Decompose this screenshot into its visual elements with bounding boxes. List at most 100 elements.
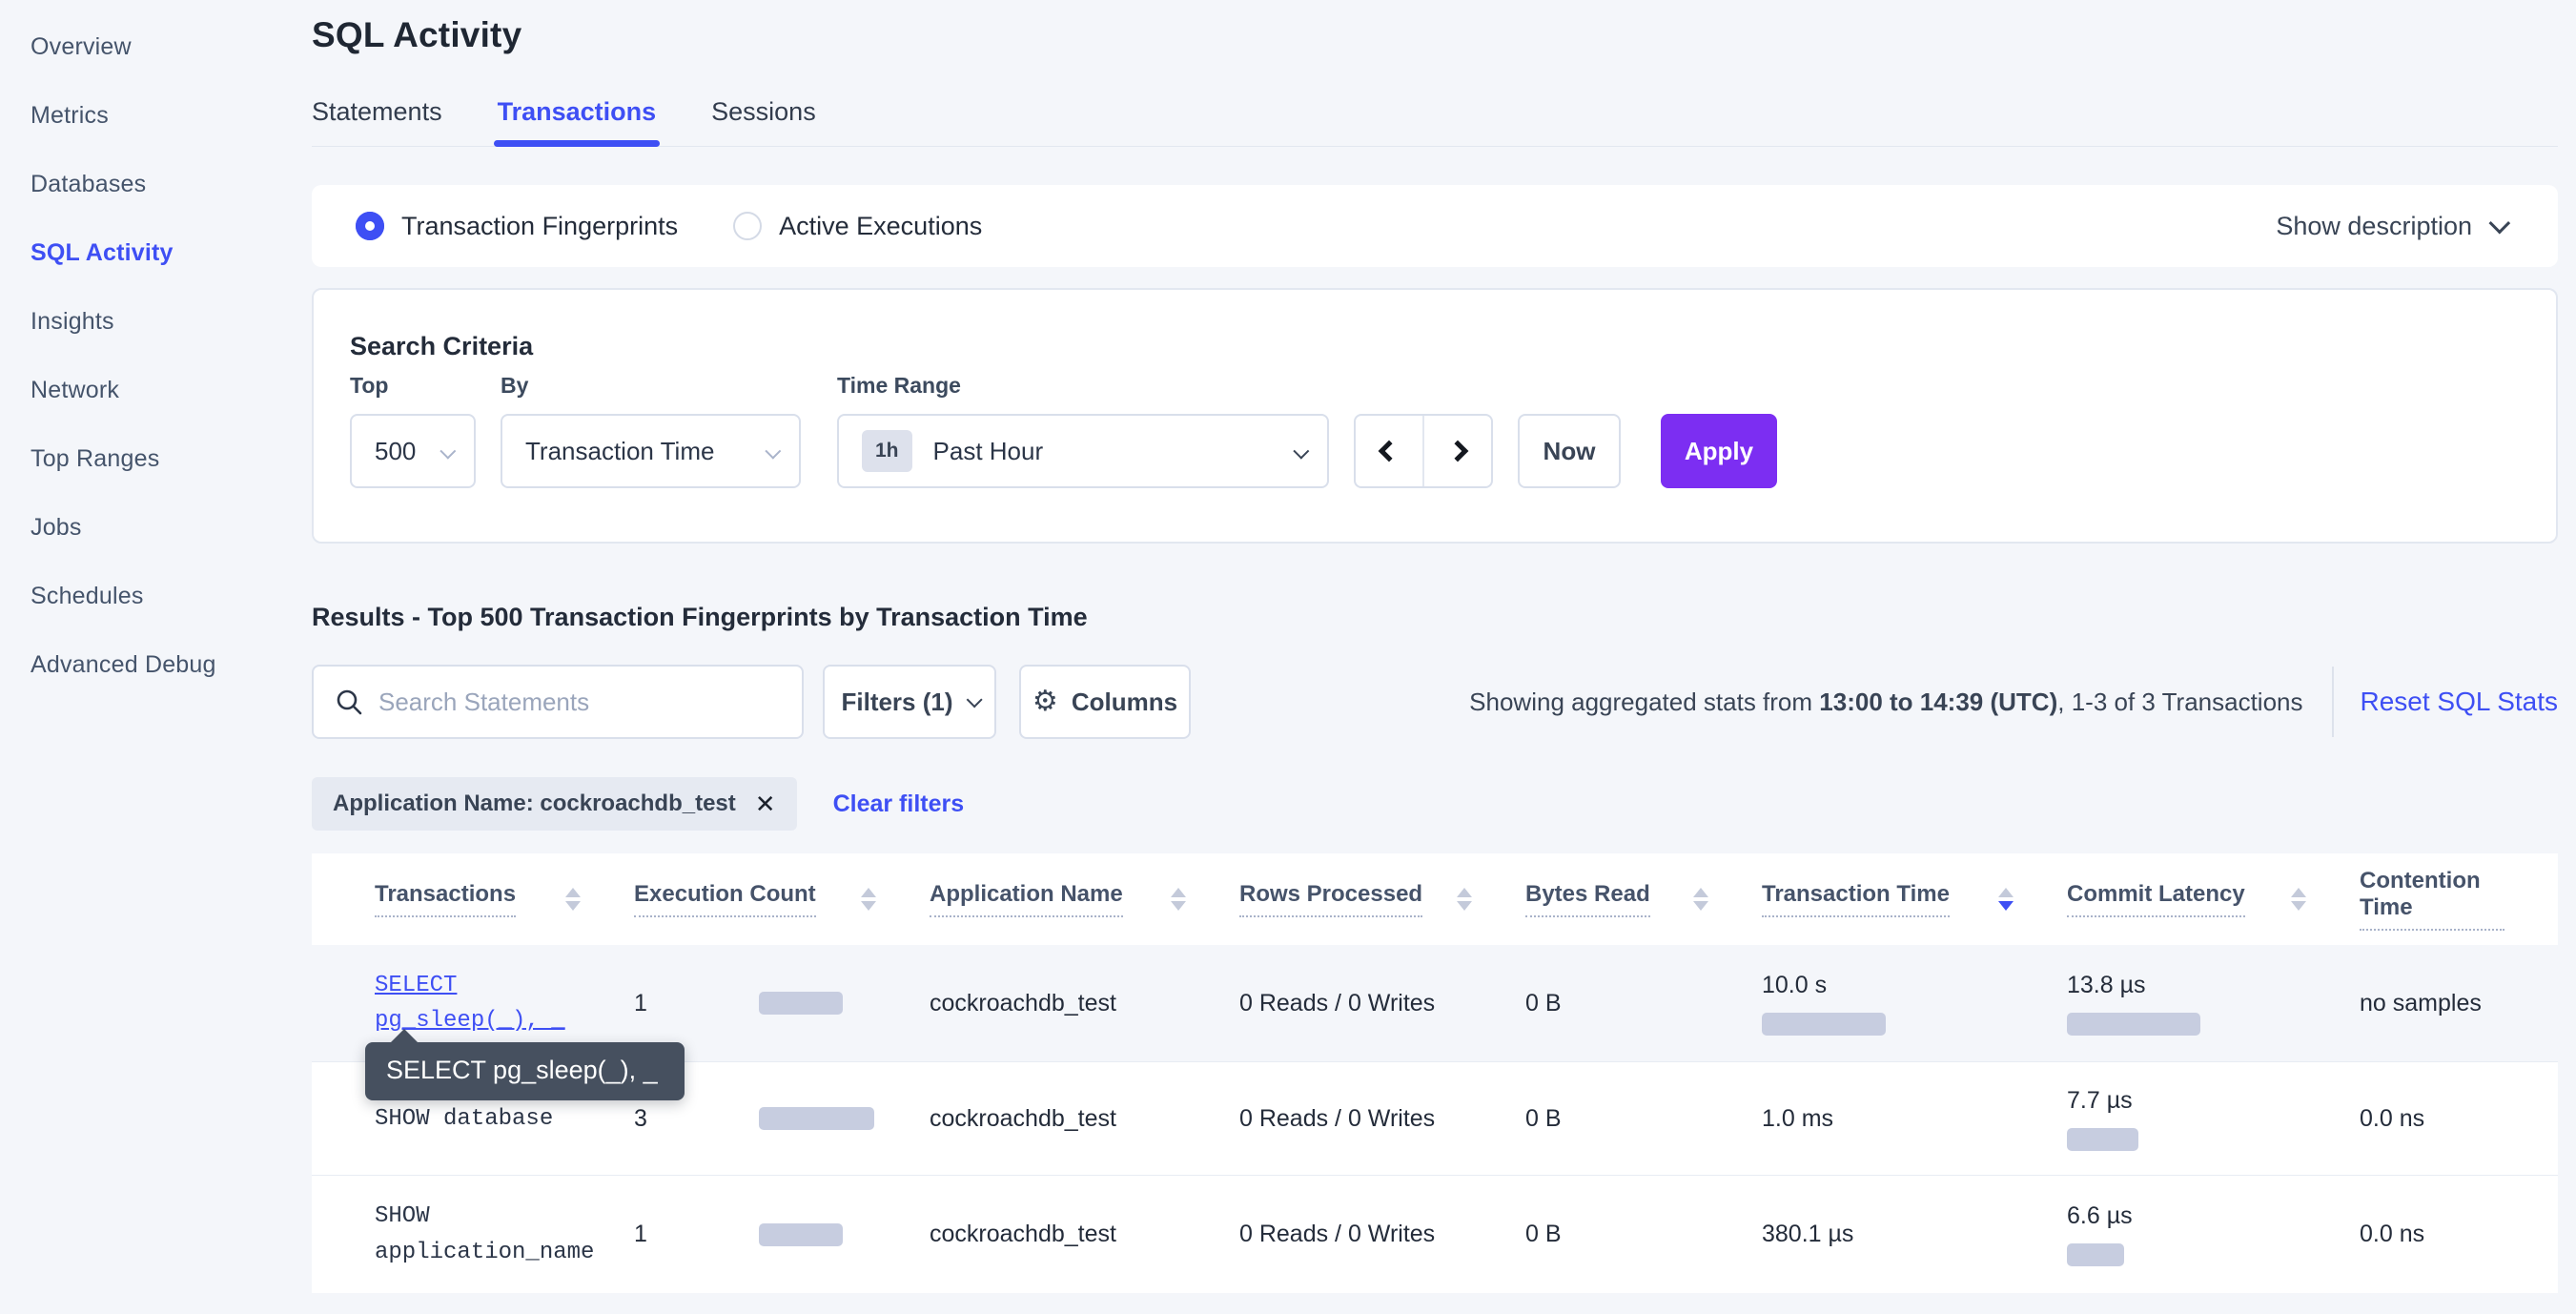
reset-sql-stats-link[interactable]: Reset SQL Stats — [2360, 687, 2559, 716]
transaction-fingerprint-link[interactable]: SHOW application_name — [375, 1203, 595, 1265]
tab-transactions[interactable]: Transactions — [493, 97, 660, 147]
column-header-execution-count: Execution Count — [634, 881, 930, 917]
application-name-cell: cockroachdb_test — [930, 1104, 1116, 1132]
transaction-fingerprint-link[interactable]: SELECT pg_sleep(_), _ — [375, 973, 565, 1035]
sidebar-item-jobs[interactable]: Jobs — [31, 505, 288, 549]
top-field: Top 500 — [350, 373, 501, 488]
search-statements-input[interactable] — [378, 687, 781, 717]
tab-sessions[interactable]: Sessions — [711, 97, 816, 126]
radio-selected-icon — [356, 212, 384, 240]
column-header-commit-latency: Commit Latency — [2067, 881, 2360, 917]
contention-time-cell: 0.0 ns — [2360, 1221, 2425, 1248]
close-icon[interactable]: ✕ — [754, 789, 776, 818]
column-header-application-name: Application Name — [930, 881, 1239, 917]
column-header-transactions: Transactions — [375, 881, 634, 917]
sort-icon[interactable] — [1457, 888, 1472, 911]
active-filters-row: Application Name: cockroachdb_test ✕ Cle… — [312, 777, 2558, 831]
execution-count-cell: 1 — [634, 1198, 930, 1271]
clear-filters-link[interactable]: Clear filters — [832, 790, 965, 817]
transaction-fingerprint-link[interactable]: SHOW database — [375, 1105, 554, 1132]
sidebar: Overview Metrics Databases SQL Activity … — [0, 0, 288, 1314]
sidebar-item-network[interactable]: Network — [31, 368, 288, 412]
application-name-cell: cockroachdb_test — [930, 989, 1116, 1016]
sort-icon-active-desc[interactable] — [1998, 888, 2014, 911]
commit-latency-cell: 6.6 µs — [2067, 1180, 2360, 1289]
sidebar-item-metrics[interactable]: Metrics — [31, 93, 288, 137]
show-description-label: Show description — [2276, 211, 2472, 240]
sidebar-item-sql-activity[interactable]: SQL Activity — [31, 231, 288, 275]
search-criteria-card: Search Criteria Top 500 By Transaction T… — [312, 288, 2558, 544]
previous-time-range-button[interactable] — [1356, 416, 1424, 486]
radio-active-executions[interactable]: Active Executions — [733, 212, 982, 241]
execution-count-cell: 1 — [634, 967, 930, 1040]
top-select-value: 500 — [375, 436, 417, 465]
transaction-time-cell: 1.0 ms — [1762, 1104, 1834, 1132]
bytes-read-cell: 0 B — [1525, 989, 1562, 1016]
chevron-down-icon — [966, 691, 983, 708]
contention-time-cell: no samples — [2360, 989, 2482, 1016]
contention-time-cell: 0.0 ns — [2360, 1104, 2425, 1132]
column-header-rows-processed: Rows Processed — [1239, 881, 1525, 917]
tooltip-arrow-icon — [390, 1029, 419, 1043]
sidebar-item-databases[interactable]: Databases — [31, 162, 288, 206]
chevron-down-icon — [1293, 442, 1310, 460]
aggregated-stats-text: Showing aggregated stats from 13:00 to 1… — [1469, 687, 2303, 716]
commit-latency-bar — [2067, 1012, 2200, 1036]
results-heading: Results - Top 500 Transaction Fingerprin… — [312, 603, 1088, 631]
sort-icon[interactable] — [861, 888, 876, 911]
sidebar-item-label: Jobs — [31, 513, 82, 541]
search-statements-box — [312, 665, 804, 739]
sidebar-item-schedules[interactable]: Schedules — [31, 574, 288, 618]
transaction-time-cell: 380.1 µs — [1762, 1221, 1854, 1248]
sort-icon[interactable] — [1171, 888, 1186, 911]
filter-chip-application-name[interactable]: Application Name: cockroachdb_test ✕ — [312, 777, 797, 831]
radio-transaction-fingerprints[interactable]: Transaction Fingerprints — [356, 212, 678, 241]
table-header-row: Transactions Execution Count Application… — [312, 853, 2558, 945]
bytes-read-cell: 0 B — [1525, 1104, 1562, 1132]
top-label: Top — [350, 373, 389, 398]
sidebar-item-insights[interactable]: Insights — [31, 299, 288, 343]
time-range-field: Time Range 1h Past Hour — [837, 373, 1329, 488]
transaction-query-cell: SHOW application_name — [375, 1176, 605, 1292]
time-range-value: Past Hour — [932, 436, 1044, 465]
show-description-toggle[interactable]: Show description — [2276, 211, 2511, 241]
chevron-down-icon — [440, 442, 457, 460]
rows-processed-cell: 0 Reads / 0 Writes — [1239, 1221, 1436, 1248]
divider — [2331, 667, 2334, 737]
chevron-left-icon — [1378, 440, 1400, 462]
sidebar-item-label: Schedules — [31, 582, 144, 609]
time-range-label: Time Range — [837, 373, 961, 398]
apply-button[interactable]: Apply — [1661, 414, 1777, 488]
execution-count-bar — [759, 1107, 874, 1131]
chevron-down-icon — [2488, 212, 2511, 235]
sort-icon[interactable] — [2291, 888, 2306, 911]
sidebar-item-advanced-debug[interactable]: Advanced Debug — [31, 643, 288, 687]
top-select[interactable]: 500 — [350, 414, 476, 488]
sidebar-item-top-ranges[interactable]: Top Ranges — [31, 437, 288, 481]
sidebar-item-overview[interactable]: Overview — [31, 25, 288, 69]
results-controls: Filters (1) ⚙ Columns Showing aggregated… — [312, 665, 2558, 739]
transaction-time-bar — [1762, 1012, 1886, 1036]
radio-label: Transaction Fingerprints — [401, 211, 679, 240]
query-tooltip: SELECT pg_sleep(_), _ — [365, 1029, 685, 1100]
column-header-contention-time: Contention Time — [2360, 868, 2558, 931]
sort-icon[interactable] — [1693, 888, 1708, 911]
now-button[interactable]: Now — [1518, 414, 1621, 488]
sort-icon[interactable] — [565, 888, 581, 911]
tab-statements[interactable]: Statements — [312, 97, 442, 126]
execution-count-cell: 3 — [634, 1082, 930, 1156]
execution-count-bar — [759, 1222, 843, 1246]
time-range-badge: 1h — [862, 430, 912, 472]
transactions-table: Transactions Execution Count Application… — [312, 853, 2558, 1293]
time-range-select[interactable]: 1h Past Hour — [837, 414, 1329, 488]
table-row: SELECT pg_sleep(_), _ 1 cockroachdb_test… — [312, 945, 2558, 1100]
filters-button[interactable]: Filters (1) — [823, 665, 996, 739]
columns-button[interactable]: ⚙ Columns — [1019, 665, 1191, 739]
sidebar-item-label: Network — [31, 376, 120, 403]
by-select[interactable]: Transaction Time — [501, 414, 801, 488]
rows-processed-cell: 0 Reads / 0 Writes — [1239, 989, 1436, 1016]
next-time-range-button[interactable] — [1424, 416, 1491, 486]
sidebar-item-label: Overview — [31, 32, 132, 60]
sidebar-item-label: Metrics — [31, 101, 109, 129]
sidebar-item-label: Top Ranges — [31, 444, 160, 472]
